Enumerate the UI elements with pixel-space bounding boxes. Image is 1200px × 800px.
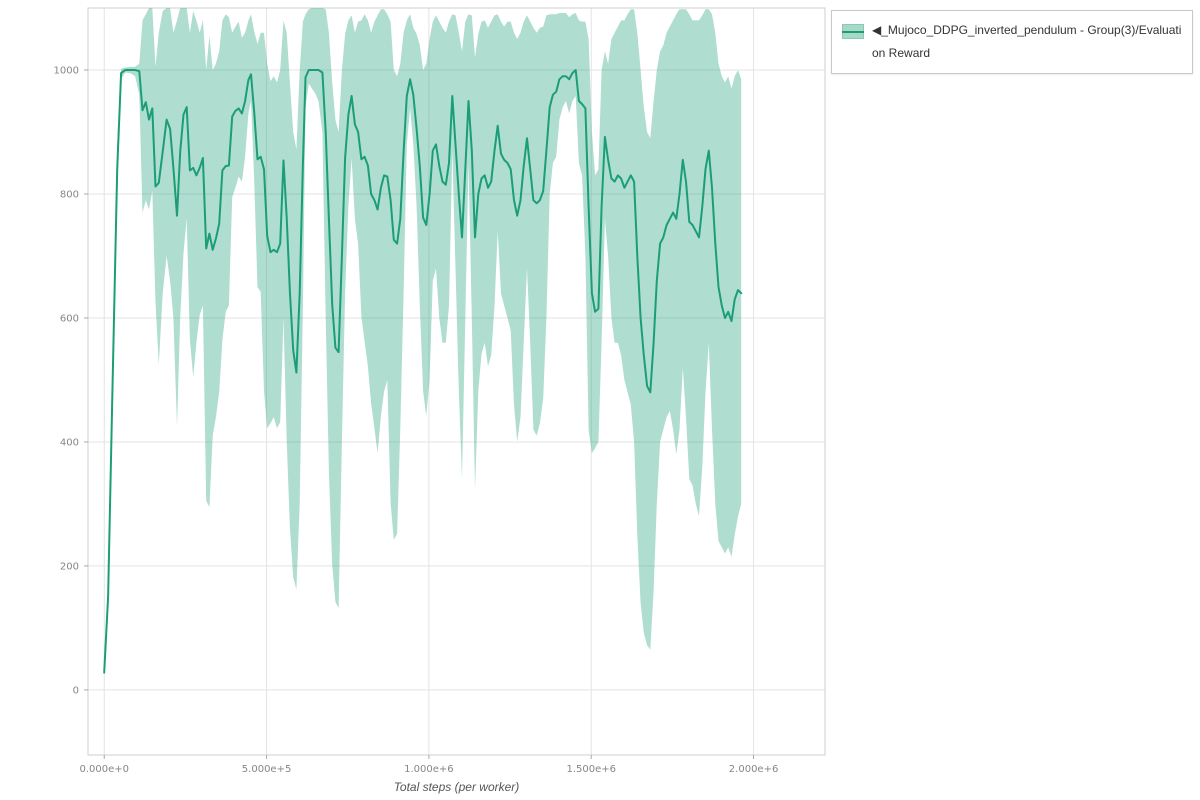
y-tick-label: 600 [60, 313, 79, 324]
x-tick-label: 5.000e+5 [242, 764, 292, 775]
x-tick-label: 1.500e+6 [566, 764, 616, 775]
y-tick-label: 800 [60, 189, 79, 200]
legend-series-label: ◀_Mujoco_DDPG_inverted_pendulum - Group(… [872, 23, 1182, 60]
x-tick-label: 1.000e+6 [404, 764, 454, 775]
y-tick-label: 1000 [54, 65, 79, 76]
y-tick-label: 200 [60, 561, 79, 572]
y-tick-label: 0 [73, 685, 79, 696]
confidence-band [104, 8, 742, 675]
legend-series-swatch [842, 24, 864, 39]
legend-item[interactable]: ◀_Mujoco_DDPG_inverted_pendulum - Group(… [842, 19, 1182, 65]
x-tick-label: 0.000e+0 [79, 764, 129, 775]
x-axis-title: Total steps (per worker) [393, 780, 520, 794]
x-tick-label: 2.000e+6 [729, 764, 779, 775]
legend-box: ◀_Mujoco_DDPG_inverted_pendulum - Group(… [831, 10, 1193, 74]
mean-line [103, 69, 743, 674]
y-tick-label: 400 [60, 437, 79, 448]
plot-area[interactable] [87, 7, 826, 756]
